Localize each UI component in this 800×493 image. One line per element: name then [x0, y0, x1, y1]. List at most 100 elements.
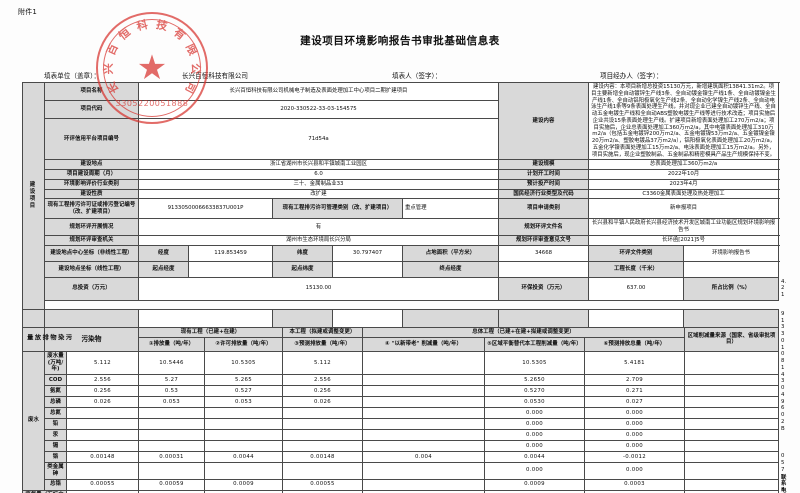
group-total-header: 总体工程（已建+在建+拟建或调整变更） [362, 327, 685, 338]
section-pollutant-emission-text: 污 染 物 排 放 量 [25, 333, 72, 343]
pollutant-name: 汞 [44, 429, 67, 441]
pollutant-name: 氨氮 [44, 385, 67, 397]
plan-review-doc-label: 规划环评审查意见文号 [498, 234, 590, 246]
latitude-value: 30.797407 [332, 244, 403, 262]
eia-industry-category-value: 三十、金属制品业33 [137, 178, 500, 190]
pollutant-name: COD [44, 374, 67, 386]
pollutant-name: 镉 [44, 440, 67, 452]
table-row: 环评信用平台项目编号 71d54a [23, 118, 779, 161]
pollutant-value-1 [66, 407, 139, 419]
pollutant-value-4: 2.556 [282, 374, 363, 386]
pollutant-value-5 [362, 385, 485, 397]
table-row: 类金属砷 0.000 0.000 [23, 462, 779, 480]
pollutant-value-4: 5.112 [282, 350, 363, 376]
pollutant-value-8 [684, 407, 779, 419]
pollutant-value-8 [684, 451, 779, 463]
pollutant-value-5 [362, 478, 485, 491]
pollutant-name: 总磷 [44, 396, 67, 408]
planned-start-label: 计划开工时间 [498, 169, 590, 180]
pollutant-value-7: -0.0012 [584, 451, 685, 463]
build-location-value: 浙江省湖州市长兴县和平镇城南工业园区 [137, 159, 500, 170]
pollutant-value-6: 0.000 [484, 407, 585, 419]
table-row: 环境影响评价行业类别 三十、金属制品业33 预计投产时间 2023年4月 [23, 178, 780, 190]
pollutant-value-1: 0.026 [66, 396, 139, 408]
pollutant-value-8 [684, 374, 779, 386]
plan-eia-doc-label: 规划环评文件名 [498, 218, 590, 236]
start-latitude-label: 起点纬度 [272, 260, 333, 278]
project-name-value: 长兴百恒科技有限公司机械电子制造及表面处理加工中心项目二期扩建项目 [137, 81, 500, 102]
table-row: 建设性质 改扩建 国民经济行业类型及代码 C3360金属表面处理及热处理加工 [23, 188, 780, 200]
table-row: 镉 0.000 0.000 [23, 440, 779, 452]
section-construction-project: 建 设 项 目 [22, 82, 45, 310]
col-predicted: ③预测排放量（吨/年） [282, 336, 363, 352]
pollutant-value-6: 5.2650 [484, 374, 585, 386]
table-row: 废水 废水量(万吨/年) 5.112 10.5446 10.5305 5.112 10.53… [22, 350, 779, 491]
table-row: 铬 0.00148 0.00031 0.0044 0.00148 0.004 0.0044-… [23, 451, 779, 463]
pollutant-category-wastewater: 废水 [22, 350, 45, 491]
permit-category-value: 重点管理 [401, 198, 500, 220]
pollutant-value-5 [362, 350, 485, 376]
pollutant-value-6: 0.0009 [484, 478, 585, 491]
table-row: COD 2.556 5.27 5.265 2.556 5.2650 2.709 [23, 374, 779, 386]
pollutant-value-4 [282, 407, 363, 419]
pollutant-value-1: 5.112 [66, 350, 139, 376]
pollutant-value-7: 0.000 [584, 462, 685, 480]
build-period-value: 6.0 [137, 169, 500, 180]
plan-eia-status-label: 规划环评开展情况 [44, 218, 139, 236]
project-name-label: 项目名称 [44, 81, 139, 102]
platform-code-value: 71d54a [137, 118, 500, 161]
pollutant-value-5 [362, 462, 485, 480]
pollutant-value-3: 0.527 [204, 385, 283, 397]
pollutant-value-3: 0.053 [204, 396, 283, 408]
eia-doc-type-label: 环评文件类别 [588, 244, 685, 262]
longitude-label: 经度 [138, 244, 189, 262]
col-total-predicted: ⑥预测排放总量（吨/年） [584, 336, 685, 352]
pollutant-value-2 [138, 418, 205, 430]
pollutant-value-6: 0.000 [484, 418, 585, 430]
table-row: 现有工程排污许可证或排污登记编号（改、扩建项目） 913305000666338… [23, 198, 780, 220]
pollutant-value-2: 10.5446 [138, 350, 205, 376]
pollutant-value-7: 0.000 [584, 418, 685, 430]
plan-eia-status-value: 有 [137, 218, 500, 236]
filler-signature-label: 填表人（签字）： [392, 72, 442, 80]
pollutant-value-2: 0.00031 [138, 451, 205, 463]
table-row: 污 染 物 排 放 量 污染物 现有工程（已建+在建） 本工程（拟建或调整变更）… [22, 327, 779, 352]
end-longitude-value [498, 260, 590, 278]
table-row: 总磷 0.026 0.053 0.053 0.026 0.0530 0.027 [23, 396, 779, 408]
col-region-balance: ⑤区域平衡替代本工程削减量（吨/年） [484, 336, 585, 352]
pollutant-value-6: 0.0530 [484, 396, 585, 408]
pollutant-value-7: 0.000 [584, 429, 685, 441]
pollutant-value-8 [684, 429, 779, 441]
pollutant-value-8 [684, 462, 779, 480]
project-length-value [683, 260, 780, 278]
pollutant-value-1 [66, 429, 139, 441]
pollutant-value-3 [204, 440, 283, 452]
pollutant-value-3: 0.0044 [204, 451, 283, 463]
table-row: 建设地点中心坐标（非线性工程） 经度 119.853459 纬度 30.7974… [23, 244, 780, 262]
construction-content-label: 建设内容 [498, 81, 590, 161]
build-period-label: 项目建设周期（月） [44, 169, 139, 180]
pollutant-value-2 [138, 440, 205, 452]
pollutant-value-1: 0.256 [66, 385, 139, 397]
pollutant-value-7: 2.709 [584, 374, 685, 386]
pollutant-value-2: 0.053 [138, 396, 205, 408]
pollutant-value-2 [138, 462, 205, 480]
application-type-label: 项目申请类别 [498, 198, 590, 220]
pollutant-value-1: 2.556 [66, 374, 139, 386]
table-row: 建设地点坐标（线性工程） 起点经度 起点纬度 终点经度 工程长度（千米） [23, 260, 780, 278]
plan-review-org-label: 规划环评审查机关 [44, 234, 139, 246]
pollutant-value-8 [684, 478, 779, 491]
permit-category-label: 现有工程排污许可管理类别（改、扩建项目） [272, 198, 403, 220]
land-area-label: 占地面积（平方米） [401, 244, 500, 262]
table-row: 建设地点 浙江省湖州市长兴县和平镇城南工业园区 建设规模 总表面处理加工360万… [23, 159, 780, 170]
pollutant-value-3: 0.0009 [204, 478, 283, 491]
pollutant-value-3: 5.265 [204, 374, 283, 386]
pollutant-name: 类金属砷 [44, 462, 67, 480]
construction-content-value: 建设内容：本项目新增总投资15130万元，新增建筑面积13841.31m2。项目… [588, 81, 780, 161]
pollutant-value-8 [684, 396, 779, 408]
handler-signature-label: 项目经办人（签字）： [600, 72, 663, 80]
form-header-row: 填表单位（盖章）： 长兴百恒科技有限公司 填表人（签字）： 项目经办人（签字）： [22, 68, 778, 82]
pollutant-value-4 [282, 462, 363, 480]
col-old-reduction: ④ "以新带老" 削减量（吨/年） [362, 336, 485, 352]
pollutant-value-8 [684, 350, 779, 376]
